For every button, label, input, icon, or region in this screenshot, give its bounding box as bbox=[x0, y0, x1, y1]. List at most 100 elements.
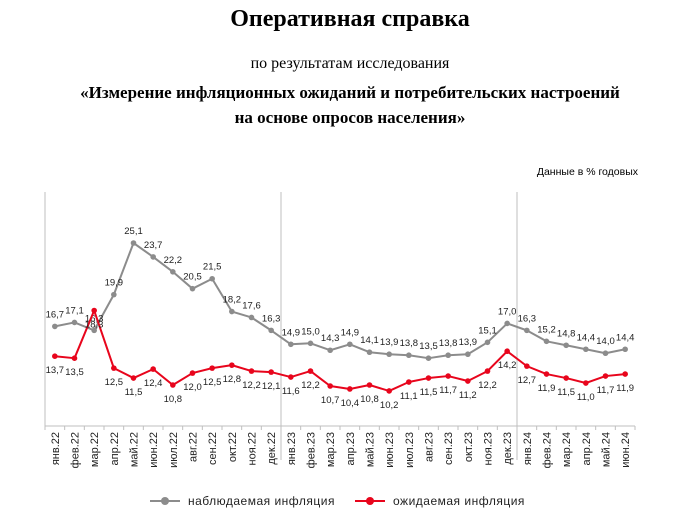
observed-inflation-point bbox=[524, 327, 530, 334]
observed-inflation-data-label: 16,3 bbox=[85, 313, 104, 324]
observed-inflation-point bbox=[229, 308, 235, 315]
observed-inflation-data-label: 21,5 bbox=[203, 262, 222, 273]
observed-inflation-data-label: 13,9 bbox=[380, 337, 399, 348]
observed-inflation-data-label: 17,6 bbox=[242, 300, 261, 311]
expected-inflation-point bbox=[170, 382, 176, 388]
observed-inflation-data-label: 14,0 bbox=[596, 336, 615, 347]
legend-item-expected: ожидаемая инфляция bbox=[355, 494, 525, 508]
x-tick-label: окт.23 bbox=[463, 432, 475, 462]
observed-inflation-data-label: 23,7 bbox=[144, 240, 163, 251]
expected-inflation-data-label: 10,2 bbox=[380, 400, 399, 411]
observed-inflation-data-label: 17,0 bbox=[498, 306, 517, 317]
observed-inflation-data-label: 14,1 bbox=[360, 335, 379, 346]
expected-inflation-point bbox=[563, 375, 569, 381]
observed-inflation-point bbox=[52, 323, 58, 330]
expected-inflation-point bbox=[543, 371, 550, 377]
observed-inflation-data-label: 14,3 bbox=[321, 333, 340, 344]
expected-inflation-point bbox=[484, 368, 491, 374]
expected-inflation-point bbox=[524, 363, 530, 369]
page-subtitle: по результатам исследования bbox=[250, 55, 450, 72]
expected-inflation-data-label: 12,4 bbox=[144, 378, 163, 389]
expected-inflation-data-label: 12,5 bbox=[105, 377, 124, 388]
observed-inflation-data-label: 16,3 bbox=[518, 313, 537, 324]
expected-inflation-point bbox=[327, 383, 333, 389]
x-tick-label: дек.22 bbox=[266, 432, 278, 465]
x-tick-label: май.24 bbox=[601, 432, 613, 467]
expected-inflation-data-label: 13,5 bbox=[65, 367, 84, 378]
observed-inflation-point bbox=[91, 327, 97, 334]
observed-inflation-line bbox=[54, 242, 626, 360]
expected-inflation-data-label: 10,8 bbox=[360, 394, 379, 405]
observed-inflation-point bbox=[425, 355, 432, 361]
expected-inflation-point bbox=[268, 369, 274, 375]
observed-inflation-data-label: 13,8 bbox=[400, 338, 419, 349]
observed-inflation-data-label: 14,9 bbox=[341, 327, 360, 338]
observed-inflation-data-label: 22,2 bbox=[164, 255, 183, 266]
observed-inflation-data-label: 15,1 bbox=[478, 325, 497, 336]
expected-inflation-data-label: 11,2 bbox=[459, 390, 477, 401]
x-tick-label: фев.23 bbox=[306, 432, 318, 468]
expected-inflation-point bbox=[248, 368, 255, 374]
study-title-line-2: на основе опросов населения» bbox=[234, 108, 466, 127]
x-tick-label: мар.24 bbox=[561, 432, 573, 467]
expected-inflation-point bbox=[622, 371, 628, 377]
expected-inflation-data-label: 10,7 bbox=[321, 395, 340, 406]
observed-inflation-data-label: 14,4 bbox=[616, 332, 635, 343]
observed-inflation-point bbox=[130, 240, 137, 246]
x-tick-label: июн.23 bbox=[384, 432, 396, 468]
observed-inflation-point bbox=[347, 341, 353, 348]
x-tick-label: янв.22 bbox=[50, 432, 62, 465]
observed-inflation-data-label: 18,2 bbox=[223, 295, 242, 306]
x-tick-label: сен.22 bbox=[207, 432, 219, 465]
expected-inflation-point bbox=[445, 373, 451, 379]
observed-inflation-point bbox=[445, 352, 451, 359]
observed-inflation-data-label: 15,2 bbox=[537, 324, 556, 335]
expected-inflation-point bbox=[406, 379, 412, 385]
x-tick-label: июн.24 bbox=[620, 432, 632, 468]
expected-inflation-data-label: 14,2 bbox=[498, 360, 517, 371]
x-tick-label: авг.22 bbox=[188, 432, 200, 462]
observed-inflation-data-label: 13,8 bbox=[439, 338, 458, 349]
expected-inflation-point bbox=[465, 378, 471, 384]
x-tick-label: мар.22 bbox=[89, 432, 101, 467]
observed-inflation-point bbox=[366, 349, 373, 356]
observed-inflation-point bbox=[622, 346, 628, 353]
x-tick-label: сен.23 bbox=[443, 432, 455, 465]
expected-inflation-point bbox=[229, 362, 235, 368]
expected-inflation-data-label: 13,7 bbox=[46, 365, 65, 376]
expected-inflation-data-label: 12,2 bbox=[301, 380, 320, 391]
expected-inflation-point bbox=[602, 373, 609, 379]
legend-label-expected: ожидаемая инфляция bbox=[393, 494, 525, 508]
observed-inflation-point bbox=[248, 314, 255, 321]
x-tick-label: янв.24 bbox=[522, 432, 534, 465]
observed-inflation-data-label: 19,9 bbox=[105, 278, 124, 289]
observed-inflation-data-label: 16,7 bbox=[46, 309, 65, 320]
expected-inflation-data-label: 12,1 bbox=[262, 381, 281, 392]
expected-inflation-point bbox=[209, 365, 215, 371]
legend-swatch-expected-icon bbox=[355, 495, 385, 507]
expected-inflation-point bbox=[504, 348, 510, 355]
observed-inflation-point bbox=[170, 268, 176, 275]
expected-inflation-data-label: 12,2 bbox=[478, 380, 497, 391]
expected-inflation-point bbox=[425, 375, 432, 381]
expected-inflation-data-label: 11,5 bbox=[125, 387, 143, 398]
observed-inflation-data-label: 13,5 bbox=[419, 341, 438, 352]
x-tick-label: ноя.22 bbox=[247, 432, 259, 465]
expected-inflation-data-label: 12,8 bbox=[223, 374, 242, 385]
observed-inflation-point bbox=[150, 254, 156, 260]
observed-inflation-point bbox=[504, 320, 510, 327]
expected-inflation-point bbox=[91, 307, 97, 314]
observed-inflation-data-label: 16,3 bbox=[262, 313, 281, 324]
observed-inflation-data-label: 14,4 bbox=[577, 332, 596, 343]
observed-inflation-point bbox=[543, 338, 550, 345]
expected-inflation-data-label: 11,1 bbox=[400, 391, 418, 402]
x-tick-label: май.22 bbox=[129, 432, 141, 467]
expected-inflation-data-label: 10,4 bbox=[341, 398, 360, 409]
observed-inflation-point bbox=[406, 352, 412, 359]
expected-inflation-data-label: 12,5 bbox=[203, 377, 222, 388]
x-tick-label: апр.24 bbox=[581, 432, 593, 465]
expected-inflation-data-label: 11,5 bbox=[557, 387, 575, 398]
observed-inflation-point bbox=[386, 351, 392, 358]
x-tick-label: май.23 bbox=[365, 432, 377, 467]
